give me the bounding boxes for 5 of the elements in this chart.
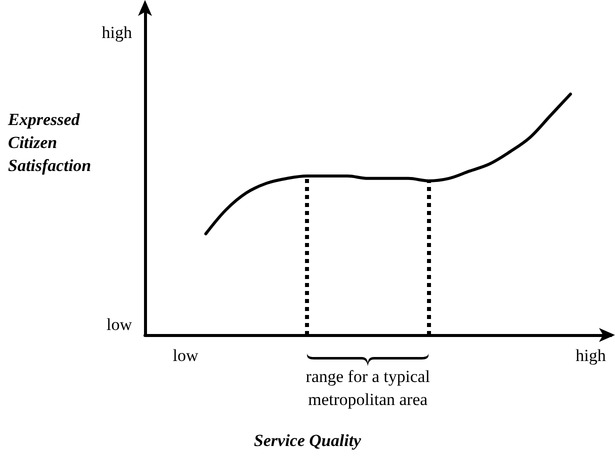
text: low <box>106 315 133 334</box>
text: range for a typical metropolitan area <box>304 366 431 411</box>
text: high <box>102 23 132 42</box>
y-axis-title: Expressed Citizen Satisfaction <box>7 110 92 175</box>
x-axis-title: Service Quality <box>254 431 362 450</box>
